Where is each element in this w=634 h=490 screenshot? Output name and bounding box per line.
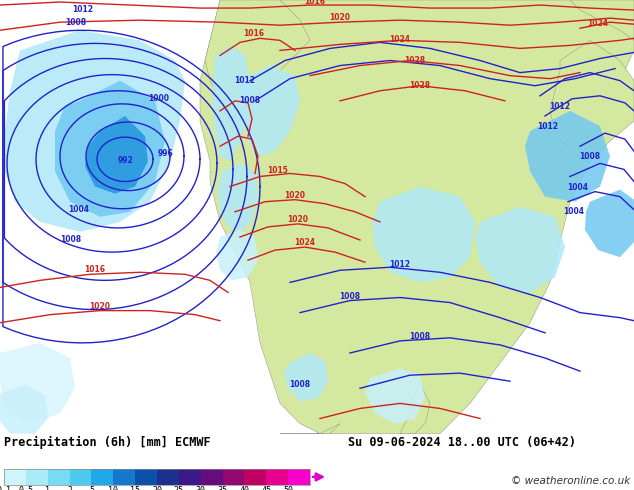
Text: 1012: 1012 [389, 260, 410, 269]
Polygon shape [585, 190, 634, 257]
Text: 1016: 1016 [84, 265, 105, 274]
Text: 1008: 1008 [60, 235, 81, 244]
Text: 1012: 1012 [538, 122, 559, 131]
Bar [266, 469, 288, 485]
Polygon shape [212, 46, 250, 161]
Bar [113, 469, 135, 485]
Text: 1024: 1024 [389, 35, 410, 45]
Bar [157, 469, 179, 485]
Text: 1020: 1020 [285, 191, 306, 199]
Text: 1020: 1020 [330, 13, 351, 22]
Text: 40: 40 [240, 487, 249, 490]
Text: 1028: 1028 [410, 81, 430, 90]
Bar [4, 469, 310, 485]
Polygon shape [570, 0, 634, 40]
Polygon shape [550, 40, 634, 161]
Polygon shape [5, 30, 185, 232]
Text: 1008: 1008 [240, 96, 261, 105]
Polygon shape [400, 383, 430, 434]
Text: Su 09-06-2024 18..00 UTC (06+42): Su 09-06-2024 18..00 UTC (06+42) [348, 436, 576, 449]
Bar [26, 469, 48, 485]
Text: © weatheronline.co.uk: © weatheronline.co.uk [511, 476, 630, 486]
Polygon shape [200, 0, 634, 434]
Polygon shape [0, 343, 75, 423]
Polygon shape [205, 0, 310, 121]
Text: 1008: 1008 [339, 292, 361, 300]
Bar [288, 469, 310, 485]
Polygon shape [240, 66, 300, 156]
Bar [179, 469, 201, 485]
Polygon shape [218, 163, 258, 232]
Polygon shape [525, 111, 610, 202]
Text: 10: 10 [108, 487, 119, 490]
Text: 1015: 1015 [268, 167, 288, 175]
Text: 30: 30 [196, 487, 205, 490]
Text: 0.1: 0.1 [0, 487, 11, 490]
Text: 1016: 1016 [304, 0, 325, 6]
Bar [4, 469, 26, 485]
Text: 1: 1 [45, 487, 50, 490]
Text: 1012: 1012 [550, 102, 571, 111]
Text: 25: 25 [174, 487, 184, 490]
Text: 1004: 1004 [68, 205, 89, 214]
Text: 1008: 1008 [65, 18, 86, 27]
Text: 1008: 1008 [410, 332, 430, 341]
Bar [245, 469, 266, 485]
Text: 2: 2 [67, 487, 72, 490]
Polygon shape [55, 81, 165, 217]
Text: 1000: 1000 [148, 94, 169, 103]
Polygon shape [365, 368, 425, 423]
Text: 996: 996 [158, 149, 174, 158]
Text: 1024: 1024 [295, 238, 316, 247]
Text: 1012: 1012 [235, 75, 256, 85]
Bar [223, 469, 245, 485]
Text: 15: 15 [130, 487, 140, 490]
Bar [48, 469, 70, 485]
Bar [91, 469, 113, 485]
Text: 1008: 1008 [579, 152, 600, 161]
Text: 1004: 1004 [564, 207, 585, 216]
Text: 1024: 1024 [588, 19, 609, 28]
Text: 1012: 1012 [72, 5, 93, 14]
Text: 1020: 1020 [89, 302, 110, 311]
Text: 5: 5 [89, 487, 94, 490]
Polygon shape [475, 207, 565, 293]
Text: 992: 992 [118, 156, 134, 166]
Text: 45: 45 [261, 487, 271, 490]
Polygon shape [284, 353, 328, 401]
Text: Precipitation (6h) [mm] ECMWF: Precipitation (6h) [mm] ECMWF [4, 436, 210, 449]
Bar [201, 469, 223, 485]
Text: 1004: 1004 [567, 183, 588, 192]
Text: 20: 20 [152, 487, 162, 490]
Polygon shape [216, 230, 258, 280]
Text: 1008: 1008 [290, 380, 311, 389]
Text: 0.5: 0.5 [18, 487, 34, 490]
Polygon shape [372, 187, 475, 282]
Text: 35: 35 [217, 487, 228, 490]
Text: 1028: 1028 [404, 55, 425, 65]
Text: 50: 50 [283, 487, 293, 490]
Polygon shape [85, 116, 148, 194]
Text: 1016: 1016 [243, 29, 264, 38]
Bar [135, 469, 157, 485]
Polygon shape [280, 423, 340, 434]
Bar [70, 469, 91, 485]
Text: 1020: 1020 [287, 215, 309, 224]
Polygon shape [0, 385, 48, 434]
